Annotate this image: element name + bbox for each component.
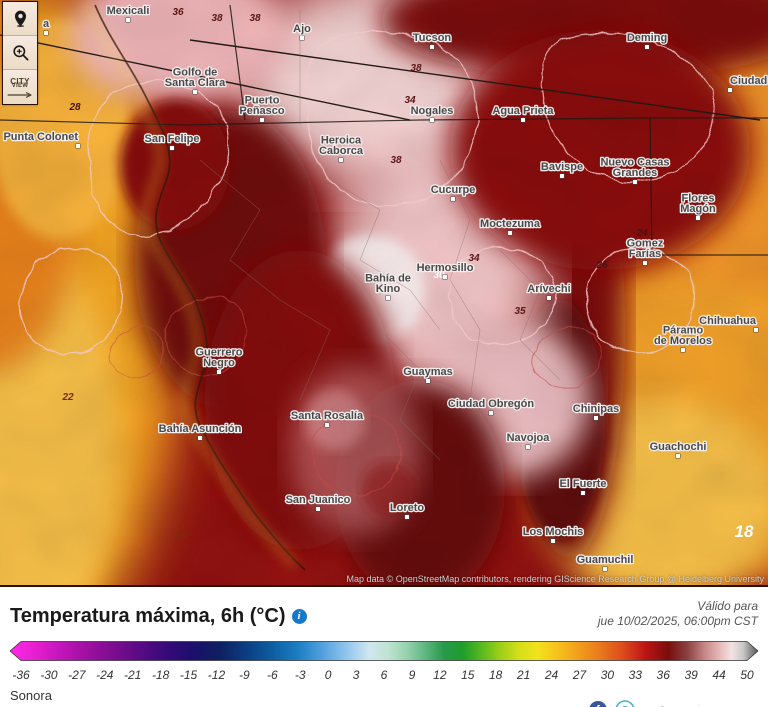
svg-text:22: 22 [61, 392, 74, 403]
svg-text:San Felipe: San Felipe [144, 133, 199, 145]
svg-text:Guachochi: Guachochi [650, 441, 707, 453]
svg-text:Agua Prieta: Agua Prieta [492, 105, 554, 117]
svg-text:38: 38 [410, 63, 422, 74]
svg-text:Guamuchil: Guamuchil [577, 554, 634, 566]
svg-text:Bahía Asunción: Bahía Asunción [159, 423, 242, 435]
svg-text:Nogales: Nogales [411, 105, 454, 117]
svg-text:Guaymas: Guaymas [403, 366, 453, 378]
svg-text:Loreto: Loreto [390, 502, 425, 514]
svg-text:Mexicali: Mexicali [107, 5, 150, 17]
svg-text:38: 38 [390, 155, 402, 166]
svg-text:Ciudad Juárez: Ciudad Juárez [730, 75, 768, 87]
svg-text:Chihuahua: Chihuahua [699, 315, 757, 327]
svg-text:Moctezuma: Moctezuma [480, 218, 541, 230]
svg-text:San Juanico: San Juanico [286, 494, 351, 506]
svg-text:28: 28 [68, 102, 81, 113]
svg-text:18: 18 [735, 522, 754, 541]
svg-text:36: 36 [172, 7, 184, 18]
svg-text:26: 26 [595, 260, 608, 271]
svg-text:35: 35 [514, 306, 526, 317]
svg-text:Bavispe: Bavispe [541, 161, 583, 173]
svg-text:Los Mochis: Los Mochis [523, 526, 584, 538]
svg-text:Ciudad Obregón: Ciudad Obregón [448, 398, 534, 410]
svg-text:a: a [43, 18, 50, 30]
svg-text:Cucurpe: Cucurpe [431, 184, 476, 196]
svg-text:Arívechi: Arívechi [527, 283, 570, 295]
svg-text:24: 24 [174, 530, 187, 541]
svg-text:38: 38 [249, 13, 261, 24]
svg-text:Chinipas: Chinipas [573, 403, 619, 415]
svg-text:Santa Rosalía: Santa Rosalía [291, 410, 364, 422]
svg-text:38: 38 [211, 13, 223, 24]
svg-text:El Fuerte: El Fuerte [559, 478, 606, 490]
svg-text:Ajo: Ajo [293, 23, 311, 35]
svg-text:Tucson: Tucson [413, 32, 452, 44]
svg-text:Navojoa: Navojoa [507, 432, 551, 444]
svg-text:Deming: Deming [627, 32, 667, 44]
svg-text:Hermosillo: Hermosillo [417, 262, 474, 274]
svg-text:Punta Colonet: Punta Colonet [3, 131, 78, 143]
